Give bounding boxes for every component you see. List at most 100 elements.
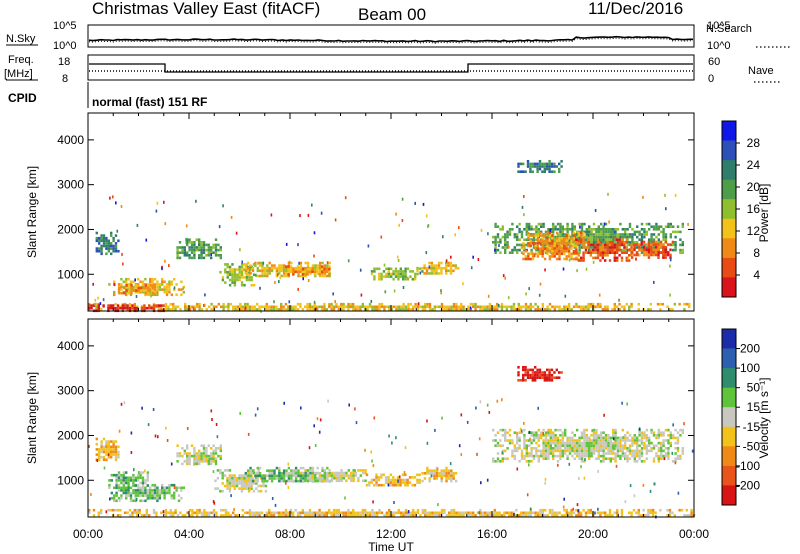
power-echo-cell <box>364 305 367 309</box>
velocity-echo-cell <box>614 439 617 442</box>
power-echo-cell <box>105 244 108 248</box>
velocity-echo-cell <box>472 511 475 515</box>
velocity-echo-cell <box>390 514 393 517</box>
power-echo-cell <box>253 305 256 309</box>
velocity-echo-cell <box>595 431 598 434</box>
power-echo-cell <box>643 243 646 247</box>
velocity-echo-cell <box>318 514 321 517</box>
power-echo-cell <box>565 239 568 243</box>
velocity-echo-cell <box>156 494 159 497</box>
power-echo-cell <box>520 308 523 311</box>
power-echo-cell <box>524 255 528 258</box>
velocity-echo-cell <box>238 479 241 483</box>
power-echo-cell <box>125 284 128 287</box>
velocity-echo-cell <box>240 482 244 485</box>
velocity-echo-cell <box>226 476 229 480</box>
power-echo-cell <box>633 243 636 246</box>
power-echo-cell <box>631 228 634 231</box>
power-echo-cell <box>406 267 410 271</box>
velocity-echo-cell <box>287 472 291 475</box>
power-echo-cell <box>252 273 256 277</box>
velocity-echo-cell <box>544 508 547 512</box>
power-echo-cell <box>233 281 237 284</box>
power-echo-cell <box>541 302 544 306</box>
power-echo-cell <box>472 305 475 309</box>
velocity-echo-cell <box>139 473 142 477</box>
power-echo-cell <box>577 305 580 309</box>
power-echo-cell <box>414 305 417 309</box>
velocity-echo-cell <box>501 457 504 460</box>
power-echo-cell <box>268 261 271 265</box>
velocity-echo-cell <box>426 511 429 515</box>
velocity-echo-cell <box>165 489 169 492</box>
velocity-echo-cell <box>166 439 169 442</box>
power-echo-cell <box>210 251 213 254</box>
power-echo-cell <box>552 225 555 228</box>
velocity-echo-cell <box>664 452 668 455</box>
power-echo-cell <box>397 305 400 309</box>
power-echo-cell <box>200 308 204 311</box>
power-echo-cell <box>657 238 660 241</box>
power-echo-cell <box>190 243 194 247</box>
velocity-echo-cell <box>122 481 125 485</box>
power-echo-cell <box>190 246 194 249</box>
power-echo-cell <box>400 308 403 311</box>
velocity-echo-cell <box>226 482 229 485</box>
velocity-echo-cell <box>624 436 627 440</box>
velocity-echo-cell <box>392 514 396 517</box>
velocity-echo-cell <box>460 514 463 517</box>
velocity-echo-cell <box>260 511 264 515</box>
power-echo-cell <box>525 238 528 241</box>
velocity-echo-cell <box>156 496 159 500</box>
velocity-echo-cell <box>247 474 250 478</box>
power-echo-cell <box>659 245 663 249</box>
velocity-echo-cell <box>205 447 208 450</box>
velocity-echo-cell <box>299 479 303 483</box>
velocity-colorbar-swatch <box>722 329 736 349</box>
power-echo-cell <box>214 251 218 254</box>
power-echo-cell <box>375 267 378 271</box>
velocity-echo-cell <box>294 508 297 512</box>
power-echo-cell <box>115 201 117 205</box>
power-echo-cell <box>551 239 554 243</box>
power-echo-cell <box>536 244 540 248</box>
velocity-echo-cell <box>668 514 672 517</box>
velocity-echo-cell <box>547 447 550 450</box>
velocity-echo-cell <box>364 511 367 515</box>
power-echo-cell <box>102 236 106 240</box>
power-echo-cell <box>496 302 499 306</box>
power-echo-cell <box>633 253 636 257</box>
velocity-colorbar-tick: -200 <box>736 478 760 492</box>
velocity-echo-cell <box>117 453 120 456</box>
power-echo-cell <box>210 256 213 260</box>
velocity-echo-cell <box>202 457 206 460</box>
power-echo-cell <box>559 230 562 234</box>
power-echo-cell <box>548 234 552 237</box>
power-echo-cell <box>132 289 136 292</box>
power-echo-cell <box>342 308 345 311</box>
velocity-echo-cell <box>406 483 409 487</box>
velocity-echo-cell <box>652 444 656 447</box>
power-echo-cell <box>110 252 113 256</box>
power-echo-cell <box>328 265 331 268</box>
velocity-echo-cell <box>233 484 236 488</box>
velocity-echo-cell <box>335 474 338 477</box>
velocity-echo-cell <box>450 514 453 517</box>
velocity-echo-cell <box>573 434 576 437</box>
velocity-echo-cell <box>585 428 588 432</box>
velocity-echo-cell <box>401 481 405 484</box>
velocity-echo-cell <box>560 514 564 517</box>
power-echo-cell <box>266 274 269 278</box>
velocity-echo-cell <box>127 479 130 482</box>
power-echo-cell <box>198 238 201 241</box>
velocity-echo-cell <box>404 446 407 450</box>
power-echo-cell <box>626 243 629 247</box>
velocity-echo-cell <box>556 454 560 458</box>
power-echo-cell <box>508 305 511 309</box>
velocity-echo-cell <box>638 434 641 437</box>
power-echo-cell <box>182 286 185 290</box>
velocity-echo-cell <box>528 452 531 455</box>
velocity-echo-cell <box>423 472 427 475</box>
power-echo-cell <box>95 247 98 250</box>
velocity-echo-cell <box>657 428 660 432</box>
